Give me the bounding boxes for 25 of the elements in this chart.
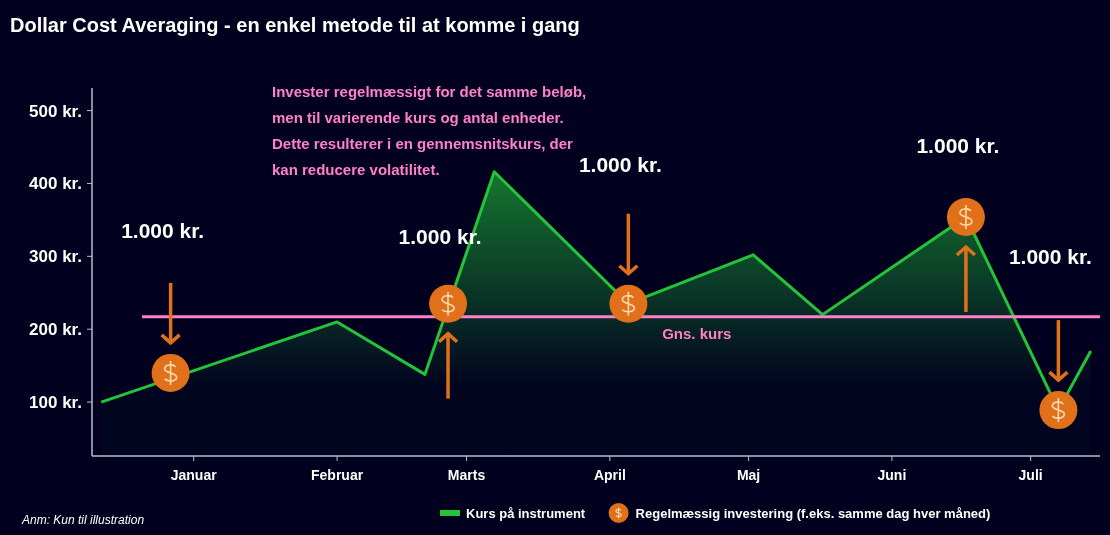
x-tick-label: Juni (877, 467, 907, 483)
y-tick-label: 200 kr. (29, 320, 82, 340)
legend-label: Regelmæssig investering (f.eks. samme dag hver måned) (635, 506, 991, 521)
x-tick-label: Februar (311, 467, 364, 483)
point (946, 197, 985, 236)
point (1039, 391, 1078, 430)
x-tick-label: April (593, 467, 626, 483)
ref-line-label: Gns. kurs (662, 324, 732, 342)
x-tick-label: Juli (1018, 467, 1043, 483)
annotation: 1.000 kr. (1008, 245, 1092, 269)
x-tick-label: Maj (736, 467, 761, 483)
text: Anm: Kun til illustration (21, 513, 145, 527)
annotation: 1.000 kr. (121, 218, 205, 242)
y-tick-label: 300 kr. (29, 247, 82, 267)
y-tick-label: 500 kr. (29, 101, 82, 121)
chart-title: Dollar Cost Averaging - en enkel metode til at komme i gang (10, 14, 580, 36)
y-tick-label: 100 kr. (29, 393, 82, 413)
annotation: 1.000 kr. (578, 152, 662, 176)
x-tick-label: Marts (447, 467, 486, 483)
legend-label: Kurs på instrument (466, 506, 586, 521)
point (609, 284, 648, 323)
y-tick-label: 400 kr. (29, 174, 82, 194)
annotation: 1.000 kr. (916, 133, 1000, 157)
point (429, 284, 468, 323)
x-tick-label: Januar (170, 467, 218, 483)
